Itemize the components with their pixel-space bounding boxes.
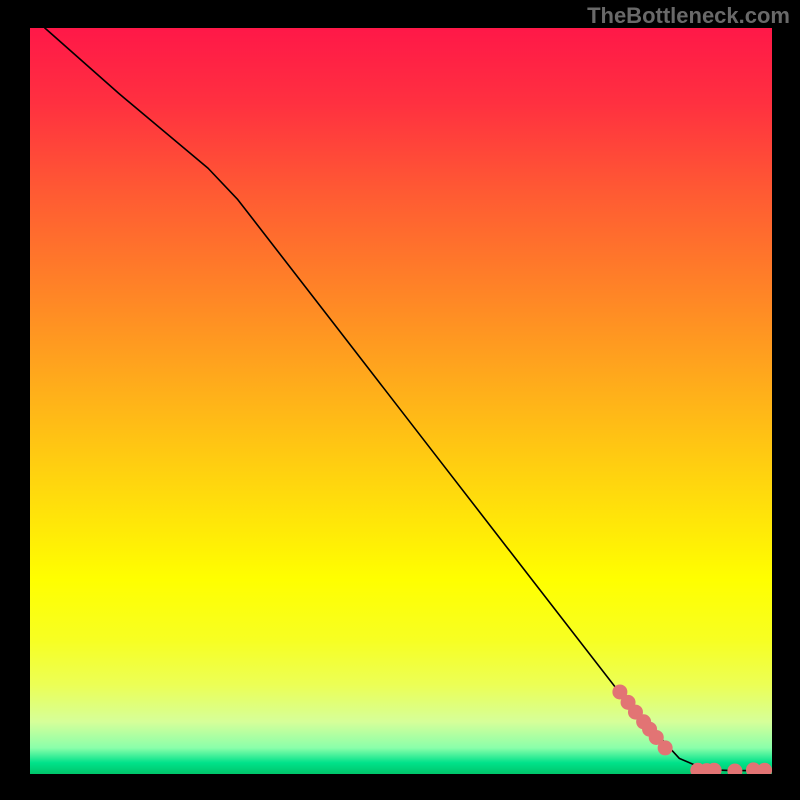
chart-marker xyxy=(658,740,673,755)
frame-border-left xyxy=(0,0,30,800)
chart-marker-layer xyxy=(0,0,800,800)
frame-border-right xyxy=(772,0,800,800)
watermark-text: TheBottleneck.com xyxy=(587,3,790,29)
frame-border-bottom xyxy=(0,774,800,800)
